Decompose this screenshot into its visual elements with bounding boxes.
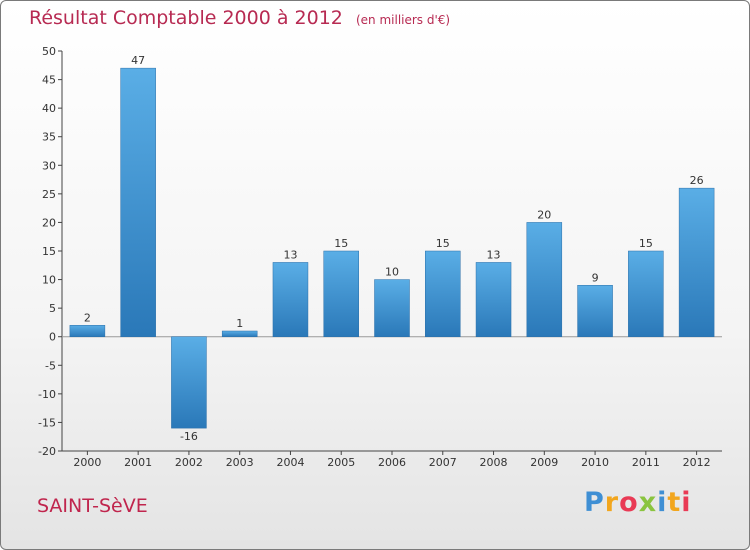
bar-2006	[374, 279, 410, 337]
y-axis: -20 -15 -10 -5 0 5 10 15 20 25 30 35 40 45 50	[38, 45, 63, 458]
bar-2009	[526, 222, 563, 337]
y-tick-label: 50	[42, 45, 56, 58]
data-label-2011: 15	[639, 237, 653, 250]
x-tick-label: 2008	[480, 456, 508, 469]
data-label-2003: 1	[236, 317, 243, 330]
chart-title: Résultat Comptable 2000 à 2012	[29, 7, 343, 29]
data-label-2006: 10	[385, 266, 399, 279]
x-tick-label: 2001	[124, 456, 152, 469]
x-tick-label: 2004	[276, 456, 304, 469]
y-tick-label: 25	[42, 188, 56, 201]
data-label-2000: 2	[84, 311, 91, 324]
y-tick-label: -20	[38, 445, 56, 458]
bar-2002	[171, 336, 207, 429]
commune-name: SAINT-SèVE	[37, 495, 148, 517]
bar-2010	[577, 285, 613, 337]
title-row: Résultat Comptable 2000 à 2012 (en milli…	[29, 7, 450, 29]
y-tick-label: 5	[49, 302, 56, 315]
data-label-2007: 15	[436, 237, 450, 250]
x-axis: 2000 2001 2002 2003 2004 2005 2006 2007 2008 2009…	[62, 336, 722, 469]
data-labels: 2 47 -16 1 13 15 10 15 13 20 9 15 26	[84, 54, 704, 443]
y-tick-label: 15	[42, 245, 56, 258]
x-tick-label: 2010	[581, 456, 609, 469]
bar-2000	[69, 325, 106, 337]
data-label-2005: 15	[334, 237, 348, 250]
x-tick-label: 2007	[429, 456, 457, 469]
bar-2011	[628, 250, 664, 337]
bar-2005	[323, 250, 359, 337]
data-label-2012: 26	[690, 174, 704, 187]
y-tick-label: 0	[49, 331, 56, 344]
bar-2003	[221, 330, 258, 337]
y-tick-label: -5	[45, 359, 56, 372]
bars	[69, 67, 715, 429]
y-tick-label: 40	[42, 102, 56, 115]
x-tick-label: 2011	[632, 456, 660, 469]
data-label-2001: 47	[131, 54, 145, 67]
chart-subtitle: (en milliers d'€)	[355, 13, 451, 27]
proxiti-logo: Proxiti	[584, 487, 692, 518]
data-label-2002: -16	[180, 430, 198, 443]
y-tick-label: 20	[42, 216, 56, 229]
bar-2004	[272, 262, 309, 337]
x-tick-label: 2003	[226, 456, 254, 469]
x-tick-label: 2002	[175, 456, 203, 469]
x-tick-label: 2009	[530, 456, 558, 469]
x-tick-label: 2005	[327, 456, 355, 469]
y-tick-label: -10	[38, 388, 56, 401]
y-tick-label: 10	[42, 274, 56, 287]
y-tick-label: 30	[42, 159, 56, 172]
bar-2001	[120, 67, 156, 337]
y-tick-label: -15	[38, 416, 56, 429]
data-label-2008: 13	[487, 248, 501, 261]
bar-2008	[475, 262, 512, 337]
y-tick-label: 35	[42, 131, 56, 144]
x-tick-label: 2000	[73, 456, 101, 469]
data-label-2009: 20	[537, 208, 551, 221]
x-tick-label: 2012	[683, 456, 711, 469]
bar-2007	[425, 250, 461, 337]
data-label-2004: 13	[283, 248, 297, 261]
bar-2012	[678, 187, 715, 337]
data-label-2010: 9	[592, 271, 599, 284]
x-tick-label: 2006	[378, 456, 406, 469]
y-tick-label: 45	[42, 74, 56, 87]
